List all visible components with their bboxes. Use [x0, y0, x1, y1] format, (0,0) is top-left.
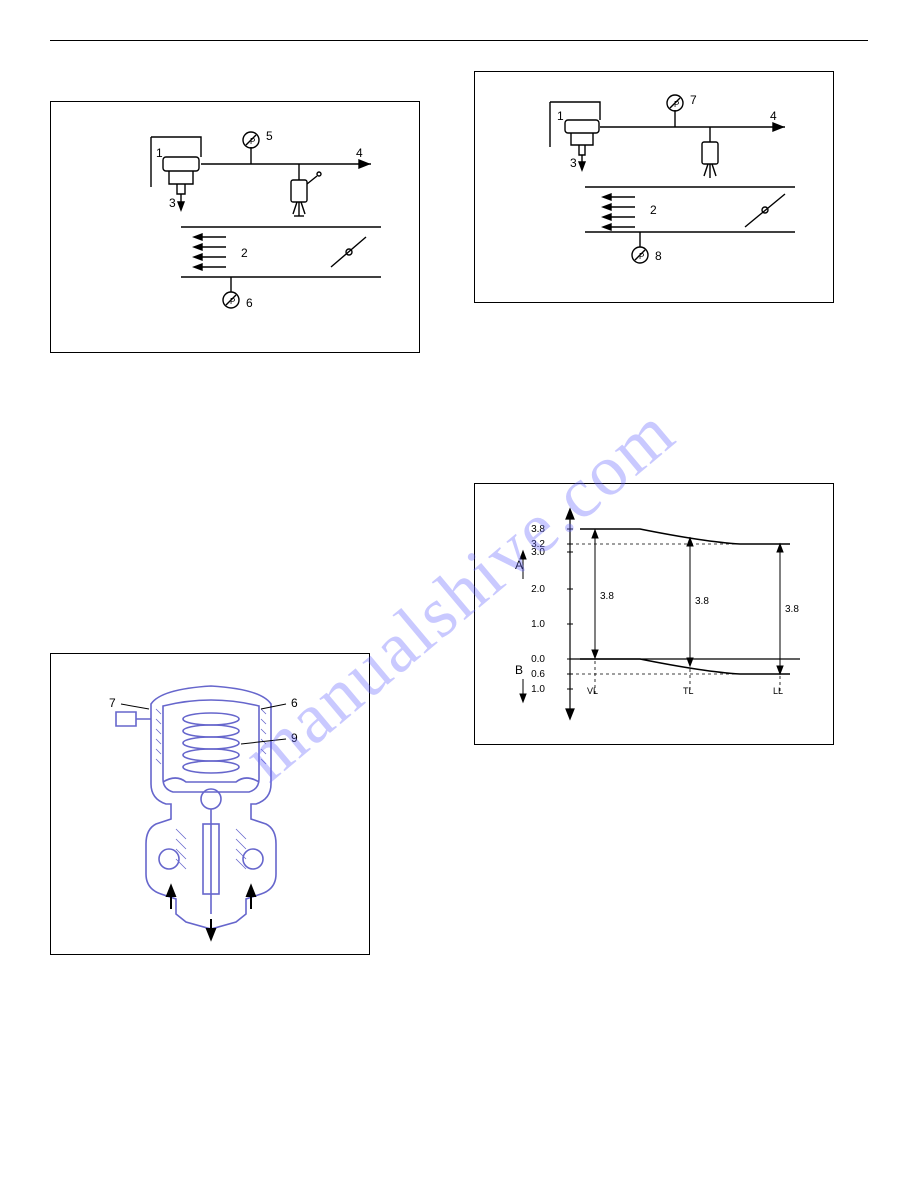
dim-3: 3.8 — [785, 604, 799, 615]
d2-label-4: 4 — [770, 109, 777, 123]
axis-label-B: B — [515, 663, 523, 677]
d1-label-2: 2 — [241, 246, 248, 260]
valve-label-9: 9 — [291, 731, 298, 745]
d1-label-1: 1 — [156, 146, 163, 160]
ytick-0.0: 0.0 — [531, 654, 545, 665]
diagram-1-box: P — [50, 101, 420, 353]
d2-label-3: 3 — [570, 156, 577, 170]
xlabel-LL: LL — [773, 686, 783, 696]
xlabel-VL: VL — [587, 686, 598, 696]
d2-label-1: 1 — [557, 109, 564, 123]
ytick-3.0: 3.0 — [531, 547, 545, 558]
valve-label-6: 6 — [291, 696, 298, 710]
left-column: P — [50, 71, 444, 955]
diagram-2-svg: P — [485, 82, 825, 292]
ytick-3.8: 3.8 — [531, 524, 545, 535]
ytick-0.6: 0.6 — [531, 669, 545, 680]
d1-label-6: 6 — [246, 296, 253, 310]
right-column: P — [474, 71, 868, 955]
axis-label-A: A — [515, 558, 523, 572]
svg-text:P: P — [230, 297, 235, 306]
dim-1: 3.8 — [600, 591, 614, 602]
svg-text:P: P — [250, 137, 255, 146]
d1-label-4: 4 — [356, 146, 363, 160]
ytick-1.0b: 1.0 — [531, 684, 545, 695]
valve-label-7: 7 — [109, 696, 116, 710]
diagram-1-svg: P — [61, 112, 411, 342]
d1-label-3: 3 — [169, 196, 176, 210]
valve-diagram-box: 7 6 9 — [50, 653, 370, 955]
diagram-2-box: P — [474, 71, 834, 303]
d2-label-2: 2 — [650, 203, 657, 217]
ytick-1.0: 1.0 — [531, 619, 545, 630]
svg-text:P: P — [639, 252, 644, 261]
d2-label-8: 8 — [655, 249, 662, 263]
xlabel-TL: TL — [683, 686, 694, 696]
main-content: P — [50, 71, 868, 955]
d1-label-5: 5 — [266, 129, 273, 143]
ytick-2.0: 2.0 — [531, 584, 545, 595]
header-divider — [50, 40, 868, 41]
valve-svg: 7 6 9 — [61, 664, 361, 944]
chart-svg: 3.8 3.2 3.0 2.0 1.0 0.0 0.6 1.0 A B 3.8 … — [485, 494, 825, 734]
svg-text:P: P — [674, 100, 679, 109]
chart-box: 3.8 3.2 3.0 2.0 1.0 0.0 0.6 1.0 A B 3.8 … — [474, 483, 834, 745]
d2-label-7: 7 — [690, 93, 697, 107]
dim-2: 3.8 — [695, 596, 709, 607]
